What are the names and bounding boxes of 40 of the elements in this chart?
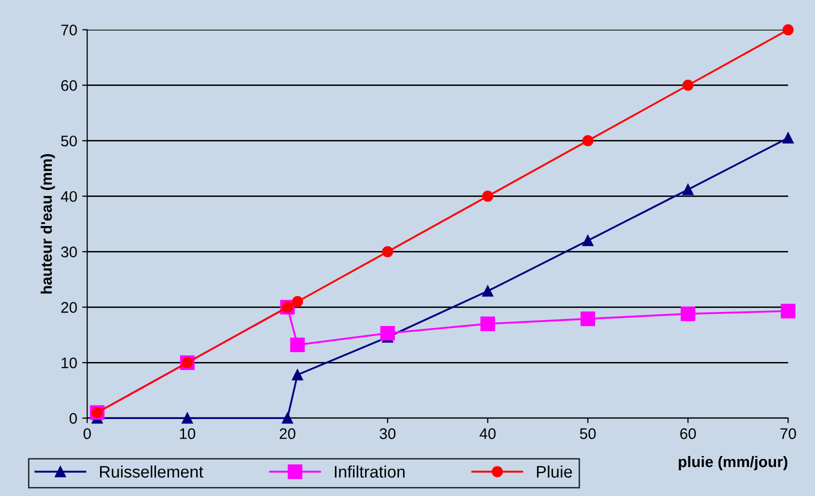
- y-axis-title: hauteur d'eau (mm): [40, 154, 55, 294]
- y-tick-label: 40: [60, 191, 77, 202]
- point: [182, 412, 193, 424]
- point: [782, 132, 794, 144]
- point: [680, 306, 696, 322]
- legend-label: Infiltration: [334, 465, 405, 478]
- x-tick-label: 60: [680, 428, 696, 440]
- y-tick-label: 50: [61, 136, 77, 146]
- point: [582, 135, 594, 146]
- x-tick-label: 20: [280, 428, 296, 440]
- point: [482, 286, 494, 297]
- x-tick-label: 40: [480, 428, 496, 440]
- point: [782, 24, 794, 36]
- point: [480, 316, 496, 332]
- point: [482, 190, 494, 202]
- point: [580, 312, 596, 326]
- x-tick-label: 70: [780, 428, 796, 440]
- point: [292, 369, 304, 380]
- x-tick-label: 30: [380, 428, 396, 440]
- point: [382, 246, 394, 258]
- point: [682, 80, 694, 91]
- point: [290, 338, 305, 352]
- x-axis-title: pluie (mm/jour): [678, 456, 788, 470]
- legend-label: Ruissellement: [100, 465, 204, 478]
- y-tick-label: 70: [61, 24, 77, 36]
- y-tick-label: 30: [61, 246, 77, 258]
- legend-label: Pluie: [536, 465, 572, 478]
- y-tick-label: 20: [61, 302, 77, 313]
- point: [582, 235, 594, 246]
- x-tick-label: 0: [84, 428, 91, 440]
- x-tick-label: 50: [580, 428, 596, 440]
- y-tick-label: 0: [70, 412, 77, 424]
- point: [780, 304, 796, 318]
- point: [682, 184, 694, 196]
- point: [282, 412, 294, 424]
- y-tick-label: 10: [62, 358, 77, 368]
- y-tick-label: 60: [61, 80, 77, 91]
- point: [380, 326, 395, 341]
- x-tick-label: 10: [180, 428, 196, 440]
- point: [292, 296, 304, 308]
